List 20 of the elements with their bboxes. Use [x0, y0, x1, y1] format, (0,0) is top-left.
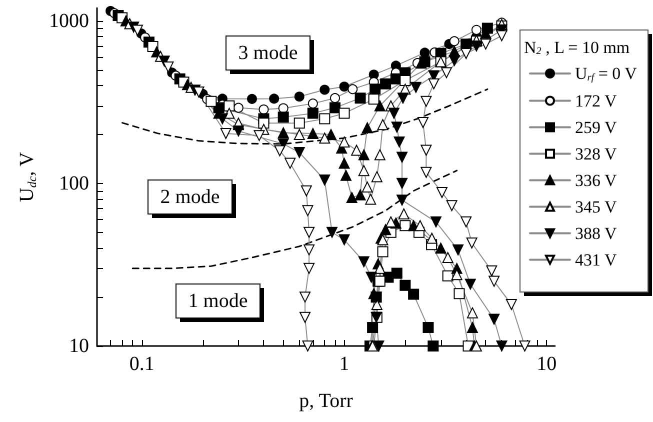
x-tick-label: 0.1	[129, 353, 154, 375]
legend-title: N2 , L = 10 mm	[524, 38, 630, 57]
legend-label: 259 V	[575, 118, 618, 137]
legend-label: 431 V	[575, 250, 618, 270]
legend-label: Urf = 0 V	[575, 64, 638, 84]
y-tick-label: 1000	[49, 10, 89, 32]
x-tick-label: 10	[536, 353, 557, 375]
x-axis-title: p, Torr	[299, 390, 354, 412]
y-axis-title: Udc, V	[16, 152, 40, 202]
annotation: 1 mode	[188, 290, 248, 312]
y-tick-label: 10	[69, 335, 89, 357]
annotation: 3 mode	[238, 42, 298, 64]
legend-label: 336 V	[575, 170, 618, 190]
legend-label: 388 V	[575, 224, 618, 243]
legend-label: 328 V	[575, 144, 618, 164]
annotation: 2 mode	[160, 186, 220, 208]
legend-label: 345 V	[575, 197, 618, 216]
x-tick-label: 1	[339, 353, 350, 375]
y-tick-label: 100	[59, 172, 89, 194]
legend-label: 172 V	[575, 91, 618, 110]
